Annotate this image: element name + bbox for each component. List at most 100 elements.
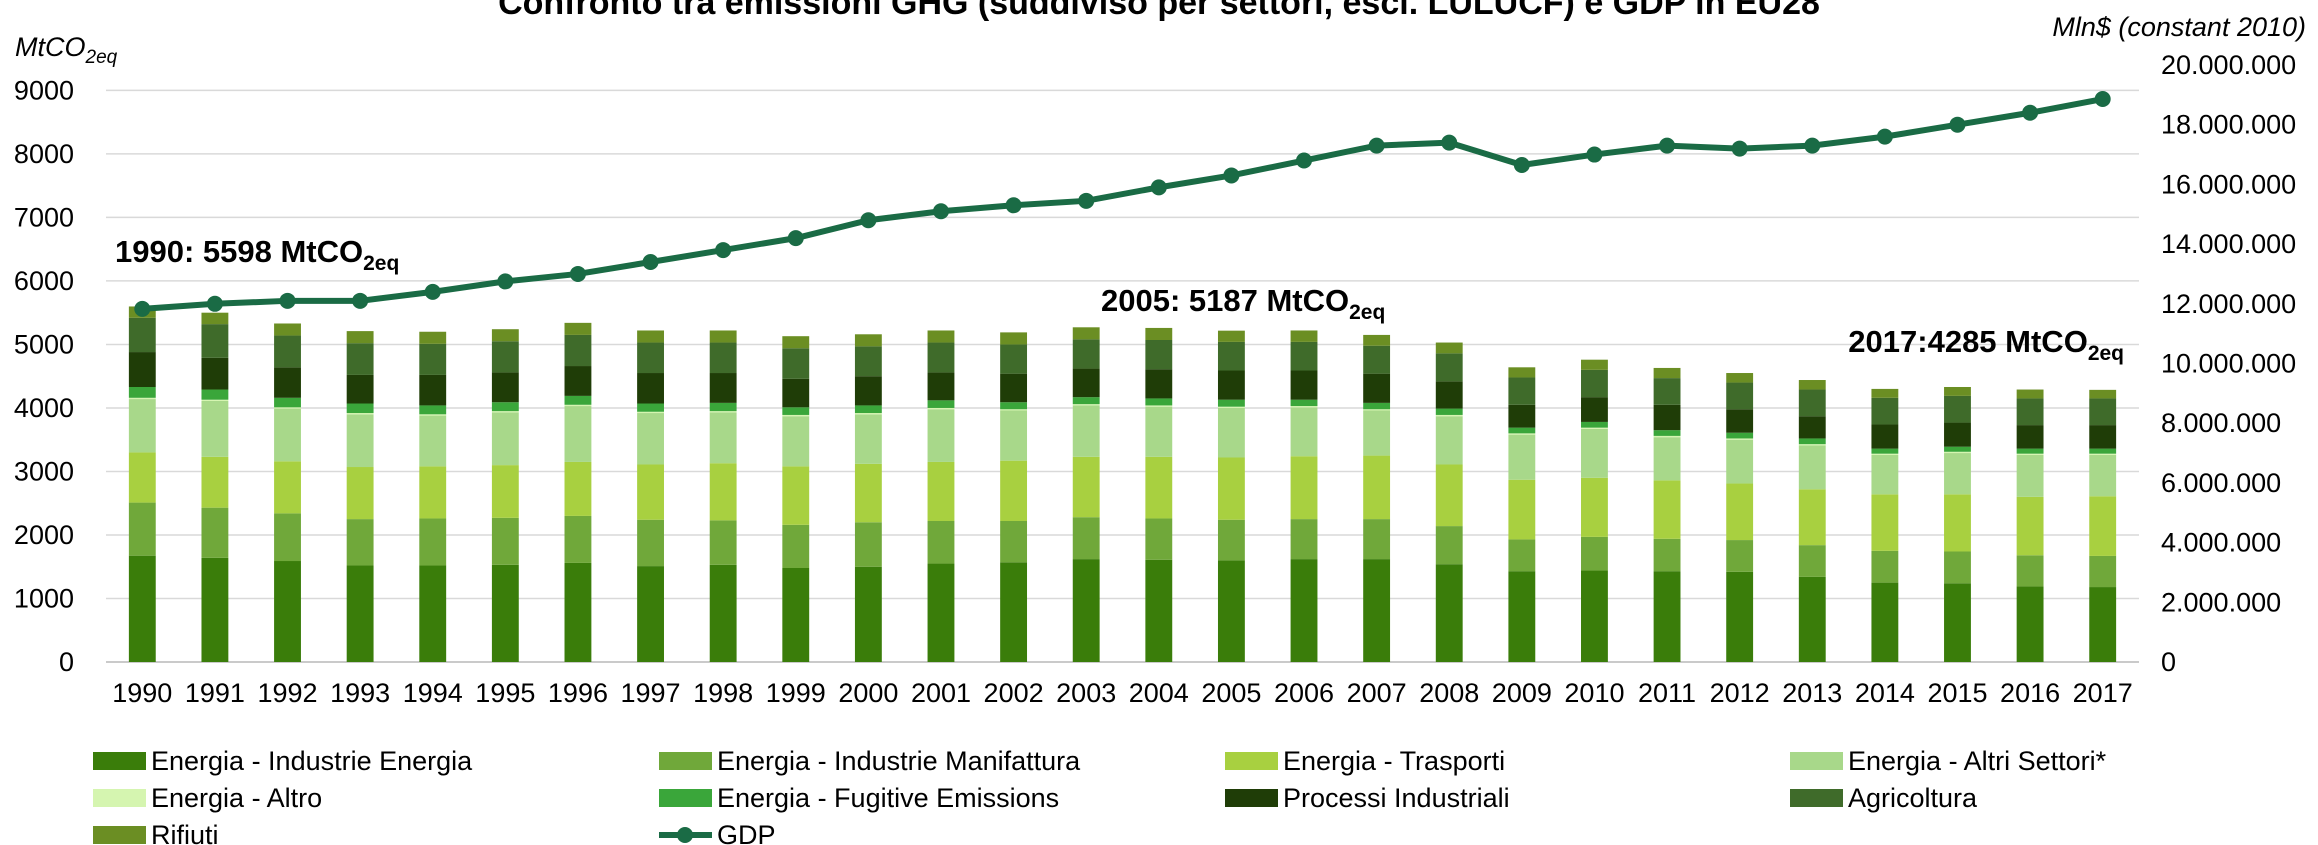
bar-segment — [1217, 519, 1245, 561]
bar-segment — [274, 561, 301, 662]
annotation-main: 2005: 5187 MtCO — [1101, 283, 1349, 318]
bar-segment — [346, 374, 374, 404]
bar-segment — [1653, 435, 1681, 438]
bar-segment — [1653, 571, 1681, 662]
bar-segment — [1726, 432, 1754, 439]
bar-segment — [2016, 425, 2044, 449]
bar-segment — [1072, 517, 1100, 560]
bar-segment — [1581, 369, 1608, 398]
bar-segment — [709, 411, 737, 413]
bar-segment — [1653, 404, 1681, 431]
gdp-point — [1441, 134, 1458, 151]
gdp-point — [1876, 128, 1893, 145]
bar-segment — [1508, 434, 1536, 480]
bar-segment — [1653, 480, 1681, 539]
bar-segment — [854, 376, 882, 406]
bar-segment — [1581, 397, 1608, 422]
annotation: 1990: 5598 MtCO2eq — [115, 234, 399, 275]
gdp-point — [1731, 140, 1748, 157]
bar-segment — [709, 402, 737, 412]
bar-segment — [1072, 559, 1100, 662]
x-tick-label: 1994 — [403, 678, 463, 708]
bar-segment — [1944, 386, 1971, 396]
bar-segment — [1798, 576, 1826, 662]
y-tick-label: 7000 — [14, 202, 74, 232]
bar-segment — [927, 409, 955, 462]
x-tick-label: 2006 — [1274, 678, 1334, 708]
bar-segment — [1508, 539, 1536, 572]
bar-segment — [927, 461, 955, 522]
bar-segment — [1290, 456, 1318, 520]
bar-segment — [637, 413, 664, 465]
y2-tick-label: 0 — [2161, 647, 2176, 677]
legend-swatch — [659, 789, 712, 807]
bar-segment — [128, 502, 156, 556]
x-tick-label: 1992 — [257, 678, 317, 708]
bar-segment — [1290, 519, 1318, 560]
bar-segment — [782, 407, 810, 415]
bar-segment — [1435, 416, 1463, 465]
bar-segment — [564, 406, 592, 462]
y-axis-label: MtCO2eq — [15, 32, 118, 68]
bar-segment — [491, 465, 519, 518]
bar-segment — [637, 373, 664, 404]
bar-segment — [274, 513, 301, 562]
gdp-point — [279, 292, 296, 309]
bar-segment — [2089, 398, 2117, 426]
bar-segment — [854, 414, 882, 464]
bar-segment — [201, 557, 229, 662]
bar-segment — [1363, 409, 1391, 411]
bar-segment — [564, 322, 592, 335]
bar-segment — [1581, 427, 1608, 429]
bar-segment — [782, 524, 810, 569]
bar-segment — [2089, 587, 2117, 662]
bar-segment — [1217, 407, 1245, 458]
bar-segment — [1726, 373, 1754, 383]
bar-segment — [1072, 339, 1100, 369]
bar-segment — [1653, 367, 1681, 379]
bar-segment — [782, 568, 810, 662]
bar-segment — [1508, 433, 1536, 435]
bar-segment — [1000, 344, 1028, 374]
bar-segment — [1798, 380, 1826, 390]
bar-segment — [491, 564, 519, 662]
bar-segment — [346, 413, 374, 415]
bar-segment — [1217, 560, 1245, 662]
bar-segment — [1290, 399, 1318, 407]
x-tick-label: 2014 — [1855, 678, 1915, 708]
gdp-point — [1223, 167, 1240, 184]
bar-segment — [1217, 341, 1245, 371]
bar-segment — [1145, 340, 1173, 370]
bar-segment — [274, 397, 301, 408]
bar-segment — [1290, 407, 1318, 457]
bar-segment — [637, 519, 664, 567]
bar-segment — [1000, 521, 1028, 563]
legend-label: GDP — [717, 820, 776, 845]
gdp-point — [1368, 137, 1385, 154]
bar-segment — [419, 405, 447, 415]
bar-segment — [1944, 494, 1971, 552]
bar-segment — [1944, 453, 1971, 495]
gdp-line — [142, 96, 2104, 312]
y-tick-label: 1000 — [14, 583, 74, 613]
bar-segment — [1363, 334, 1391, 346]
bar-segment — [2089, 389, 2117, 399]
gdp-point — [787, 230, 804, 247]
bar-segment — [564, 562, 592, 662]
x-tick-label: 2012 — [1710, 678, 1770, 708]
x-tick-label: 2009 — [1492, 678, 1552, 708]
bar-segment — [1072, 368, 1100, 398]
legend-swatch — [1790, 752, 1843, 770]
legend-label: Energia - Altri Settori* — [1848, 746, 2107, 776]
y2-tick-label: 12.000.000 — [2161, 289, 2296, 319]
gdp-point — [1005, 197, 1022, 214]
bar-segment — [1072, 456, 1100, 518]
x-tick-label: 2008 — [1419, 678, 1479, 708]
bar-segment — [854, 463, 882, 523]
bar-segment — [854, 566, 882, 662]
bar-segment — [1798, 489, 1826, 546]
y-tick-label: 9000 — [14, 75, 74, 105]
bar-segment — [419, 343, 447, 375]
x-tick-label: 2001 — [911, 678, 971, 708]
bar-segment — [1435, 408, 1463, 415]
